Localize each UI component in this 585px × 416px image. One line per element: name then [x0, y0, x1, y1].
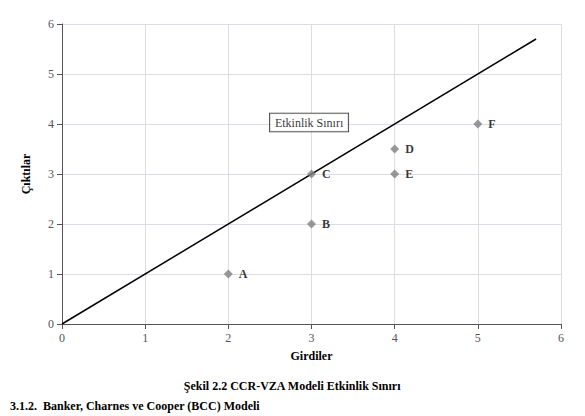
svg-text:Çıktılar: Çıktılar — [19, 153, 33, 194]
svg-text:2: 2 — [48, 217, 54, 231]
svg-text:Etkinlik Sınırı: Etkinlik Sınırı — [275, 116, 344, 130]
svg-text:B: B — [322, 217, 330, 231]
svg-text:5: 5 — [475, 331, 481, 345]
svg-text:4: 4 — [392, 331, 398, 345]
svg-text:E: E — [405, 167, 413, 181]
svg-text:1: 1 — [142, 331, 148, 345]
svg-text:0: 0 — [59, 331, 65, 345]
svg-text:D: D — [405, 142, 414, 156]
svg-text:3: 3 — [48, 167, 54, 181]
svg-text:C: C — [322, 167, 331, 181]
svg-text:A: A — [239, 267, 248, 281]
svg-text:3.1.2. Banker, Charnes ve Coo: 3.1.2. Banker, Charnes ve Cooper (BCC) M… — [10, 399, 260, 413]
svg-text:1: 1 — [48, 267, 54, 281]
svg-text:4: 4 — [48, 117, 54, 131]
svg-text:6: 6 — [48, 17, 54, 31]
svg-text:5: 5 — [48, 67, 54, 81]
svg-text:6: 6 — [558, 331, 564, 345]
svg-text:F: F — [488, 117, 495, 131]
svg-text:Girdiler: Girdiler — [291, 349, 334, 363]
svg-text:Şekil 2.2 CCR-VZA Modeli Etkin: Şekil 2.2 CCR-VZA Modeli Etkinlik Sınırı — [184, 379, 401, 393]
svg-text:0: 0 — [48, 317, 54, 331]
svg-text:3: 3 — [309, 331, 315, 345]
svg-text:2: 2 — [225, 331, 231, 345]
